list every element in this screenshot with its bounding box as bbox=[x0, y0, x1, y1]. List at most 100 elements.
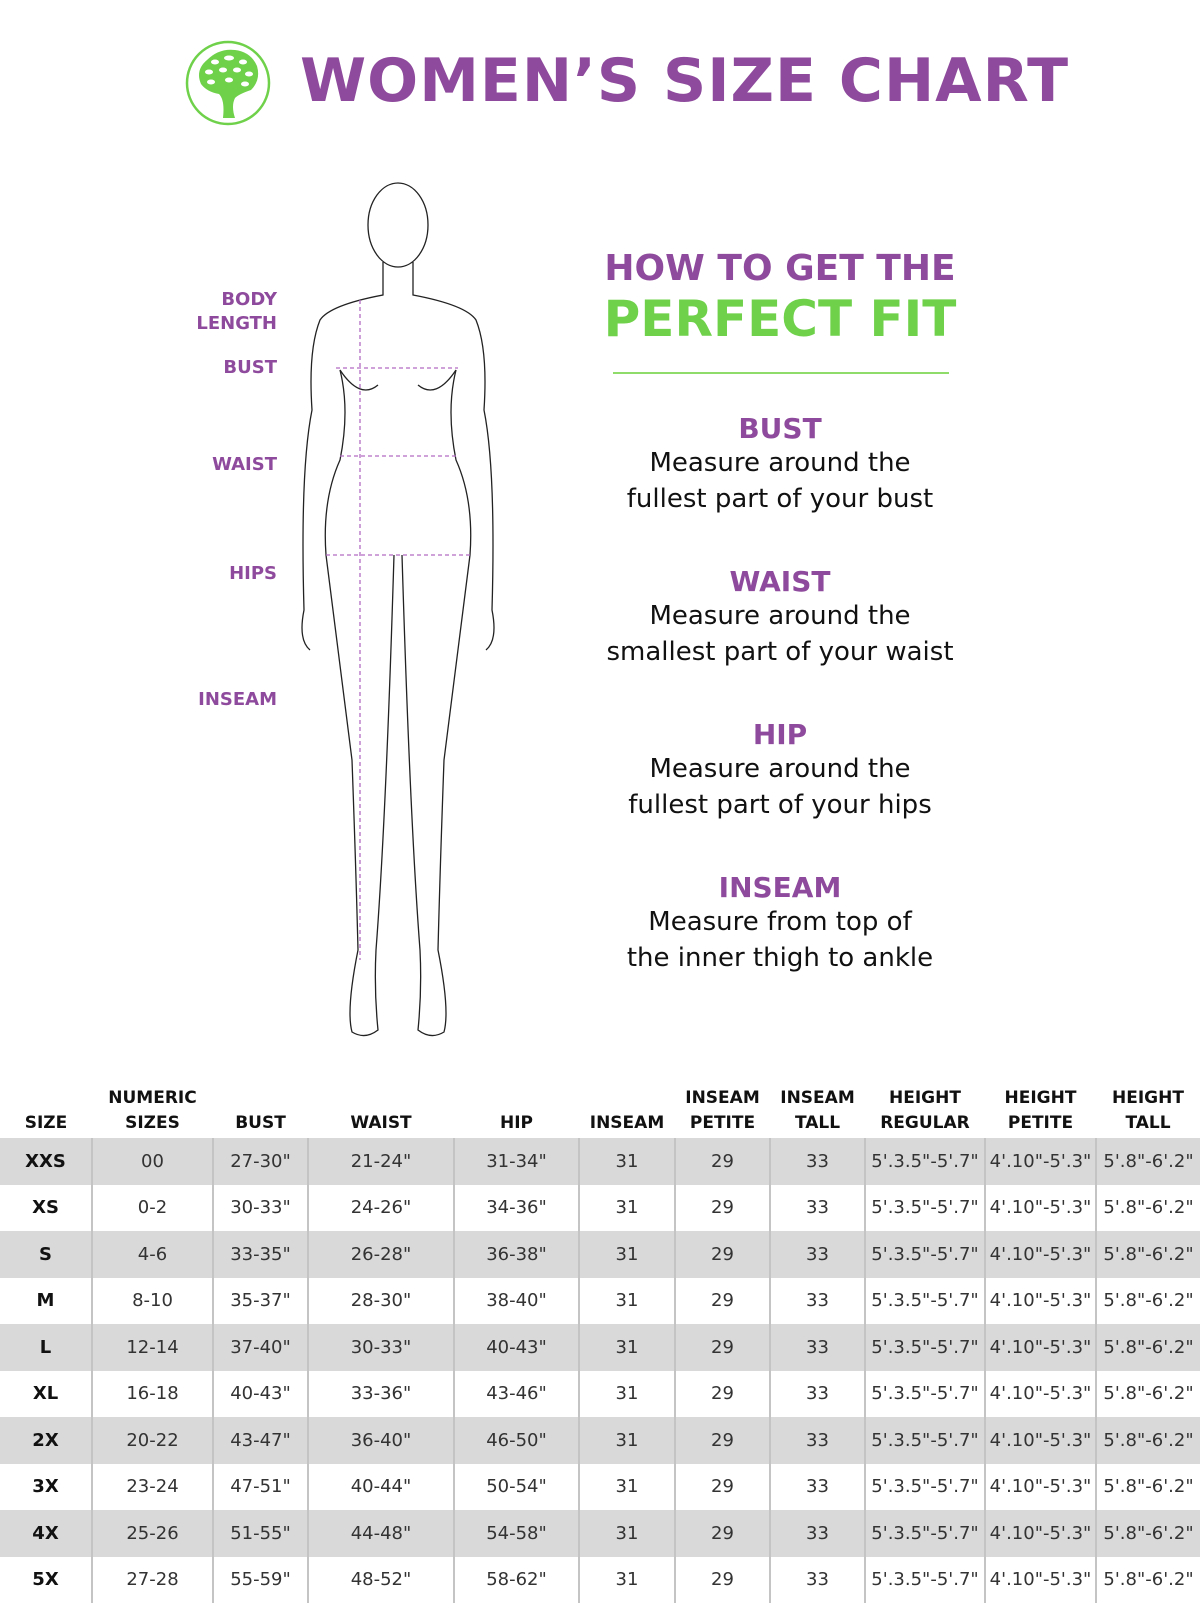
section-desc: smallest part of your waist bbox=[570, 634, 990, 670]
table-cell: 4'.10"-5'.3" bbox=[985, 1138, 1096, 1185]
table-cell: 33 bbox=[770, 1278, 865, 1325]
table-cell: 31 bbox=[579, 1231, 675, 1278]
section-title: BUST bbox=[570, 412, 990, 445]
table-cell: 4'.10"-5'.3" bbox=[985, 1185, 1096, 1232]
table-cell: 46-50" bbox=[454, 1417, 579, 1464]
table-cell: XL bbox=[0, 1371, 92, 1418]
table-cell: 29 bbox=[675, 1371, 770, 1418]
column-header-text: REGULAR bbox=[865, 1111, 985, 1136]
table-cell: 5'.3.5"-5'.7" bbox=[865, 1510, 985, 1557]
table-cell: 37-40" bbox=[213, 1324, 308, 1371]
table-cell: 33 bbox=[770, 1510, 865, 1557]
table-cell: 4-6 bbox=[92, 1231, 213, 1278]
table-cell: 33-35" bbox=[213, 1231, 308, 1278]
column-header-text: BUST bbox=[213, 1111, 308, 1136]
table-cell: 36-38" bbox=[454, 1231, 579, 1278]
table-cell: 33 bbox=[770, 1557, 865, 1603]
table-cell: 5'.3.5"-5'.7" bbox=[865, 1138, 985, 1185]
column-header-text: NUMERIC bbox=[92, 1086, 213, 1111]
table-cell: 5'.8"-6'.2" bbox=[1096, 1557, 1200, 1603]
column-header-text: INSEAM bbox=[770, 1086, 865, 1111]
table-cell: M bbox=[0, 1278, 92, 1325]
table-cell: 31-34" bbox=[454, 1138, 579, 1185]
column-header-text: HEIGHT bbox=[865, 1086, 985, 1111]
table-cell: 43-46" bbox=[454, 1371, 579, 1418]
table-cell: 27-30" bbox=[213, 1138, 308, 1185]
table-cell: 29 bbox=[675, 1185, 770, 1232]
table-cell: 23-24 bbox=[92, 1464, 213, 1511]
table-cell: 5'.8"-6'.2" bbox=[1096, 1185, 1200, 1232]
guide-heading-line2: PERFECT FIT bbox=[560, 290, 1000, 348]
column-header: HIP bbox=[454, 1086, 579, 1138]
table-cell: 5'.8"-6'.2" bbox=[1096, 1417, 1200, 1464]
page-title: WOMEN’S SIZE CHART bbox=[300, 46, 1069, 116]
column-header-text: TALL bbox=[770, 1111, 865, 1136]
column-header-text: HEIGHT bbox=[1096, 1086, 1200, 1111]
table-cell: 4'.10"-5'.3" bbox=[985, 1557, 1096, 1603]
table-cell: 33 bbox=[770, 1324, 865, 1371]
column-header: WAIST bbox=[308, 1086, 454, 1138]
table-cell: 5'.3.5"-5'.7" bbox=[865, 1464, 985, 1511]
table-cell: 31 bbox=[579, 1324, 675, 1371]
table-cell: 20-22 bbox=[92, 1417, 213, 1464]
table-cell: 33 bbox=[770, 1371, 865, 1418]
column-header-text: WAIST bbox=[308, 1111, 454, 1136]
table-cell: 31 bbox=[579, 1464, 675, 1511]
table-cell: 31 bbox=[579, 1278, 675, 1325]
table-cell: 30-33" bbox=[213, 1185, 308, 1232]
table-cell: 5'.3.5"-5'.7" bbox=[865, 1557, 985, 1603]
table-cell: XS bbox=[0, 1185, 92, 1232]
table-cell: 4'.10"-5'.3" bbox=[985, 1324, 1096, 1371]
table-cell: 4X bbox=[0, 1510, 92, 1557]
table-cell: 16-18 bbox=[92, 1371, 213, 1418]
table-cell: 5'.8"-6'.2" bbox=[1096, 1138, 1200, 1185]
table-cell: 40-43" bbox=[213, 1371, 308, 1418]
section-desc: Measure around the bbox=[570, 598, 990, 634]
table-cell: 29 bbox=[675, 1510, 770, 1557]
table-cell: 29 bbox=[675, 1138, 770, 1185]
table-cell: 4'.10"-5'.3" bbox=[985, 1510, 1096, 1557]
table-cell: XXS bbox=[0, 1138, 92, 1185]
label-hips: HIPS bbox=[229, 562, 277, 586]
table-cell: 58-62" bbox=[454, 1557, 579, 1603]
tree-logo-icon bbox=[185, 40, 271, 126]
column-header-text: PETITE bbox=[675, 1111, 770, 1136]
table-cell: 40-44" bbox=[308, 1464, 454, 1511]
table-cell: 31 bbox=[579, 1185, 675, 1232]
section-desc: Measure around the bbox=[570, 751, 990, 787]
table-cell: 29 bbox=[675, 1324, 770, 1371]
column-header-text: TALL bbox=[1096, 1111, 1200, 1136]
section-desc: Measure around the bbox=[570, 445, 990, 481]
table-cell: 31 bbox=[579, 1138, 675, 1185]
section-title: INSEAM bbox=[570, 871, 990, 904]
label-waist: WAIST bbox=[212, 453, 277, 477]
table-cell: 12-14 bbox=[92, 1324, 213, 1371]
table-cell: 26-28" bbox=[308, 1231, 454, 1278]
table-cell: 3X bbox=[0, 1464, 92, 1511]
column-header-text: HIP bbox=[454, 1111, 579, 1136]
table-cell: 36-40" bbox=[308, 1417, 454, 1464]
table-cell: 48-52" bbox=[308, 1557, 454, 1603]
column-header-text: SIZES bbox=[92, 1111, 213, 1136]
table-cell: 33 bbox=[770, 1464, 865, 1511]
table-cell: 5X bbox=[0, 1557, 92, 1603]
table-cell: 31 bbox=[579, 1557, 675, 1603]
table-cell: 2X bbox=[0, 1417, 92, 1464]
table-cell: 00 bbox=[92, 1138, 213, 1185]
section-title: HIP bbox=[570, 718, 990, 751]
section-desc: the inner thigh to ankle bbox=[570, 940, 990, 976]
column-header-text: PETITE bbox=[985, 1111, 1096, 1136]
table-cell: 51-55" bbox=[213, 1510, 308, 1557]
table-cell: 0-2 bbox=[92, 1185, 213, 1232]
